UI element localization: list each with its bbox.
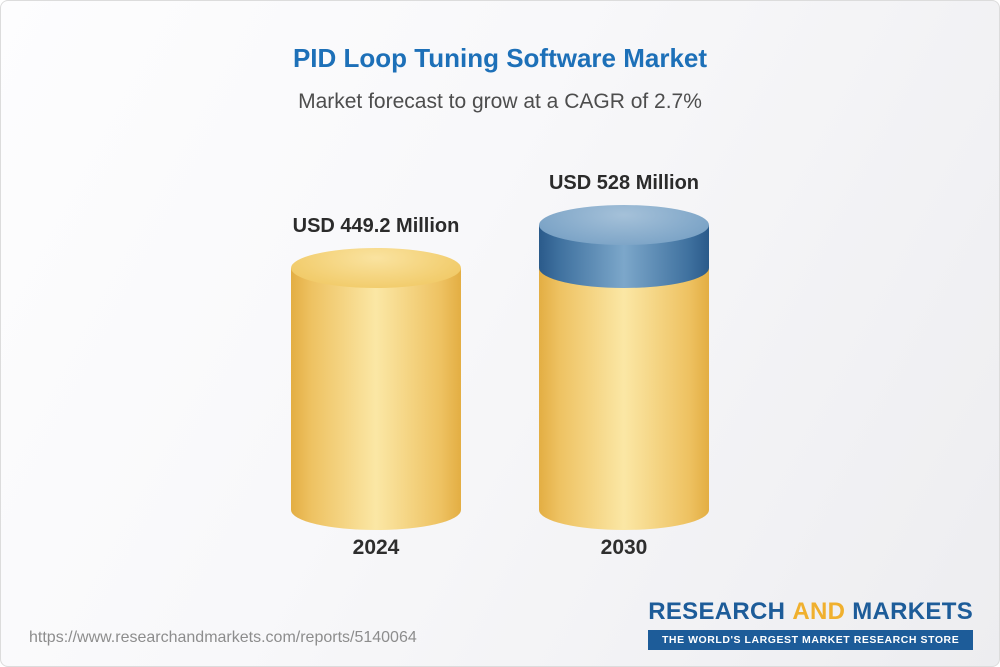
chart-header: PID Loop Tuning Software Market Market f…	[1, 1, 999, 114]
page-subtitle: Market forecast to grow at a CAGR of 2.7…	[298, 90, 702, 113]
year-label-2024: 2024	[352, 536, 400, 559]
cylinder-2030	[539, 205, 709, 530]
cylinder-2024-body	[291, 268, 461, 530]
logo-word-markets: MARKETS	[852, 598, 973, 625]
logo-wordmark: RESEARCH AND MARKETS	[648, 598, 973, 626]
year-label-2030: 2030	[600, 536, 648, 559]
source-url[interactable]: https://www.researchandmarkets.com/repor…	[29, 629, 417, 646]
footer: https://www.researchandmarkets.com/repor…	[29, 598, 973, 650]
logo-word-research: RESEARCH	[648, 598, 786, 625]
cylinder-2030-base-segment	[539, 268, 709, 530]
bar-group-2024: USD 449.2 Million 2024	[291, 215, 461, 560]
value-label-2024: USD 449.2 Million	[292, 215, 460, 237]
cylinder-2030-top-face	[539, 205, 709, 245]
page-title: PID Loop Tuning Software Market	[292, 43, 708, 73]
logo-word-and: AND	[792, 598, 846, 625]
cylinder-2024-top-face	[291, 248, 461, 288]
value-label-2030: USD 528 Million	[548, 172, 700, 194]
research-and-markets-logo: RESEARCH AND MARKETS THE WORLD'S LARGEST…	[648, 598, 973, 650]
bar-group-2030: USD 528 Million 2030	[539, 172, 709, 560]
cylinder-2024	[291, 248, 461, 530]
logo-tagline: THE WORLD'S LARGEST MARKET RESEARCH STOR…	[648, 630, 973, 650]
